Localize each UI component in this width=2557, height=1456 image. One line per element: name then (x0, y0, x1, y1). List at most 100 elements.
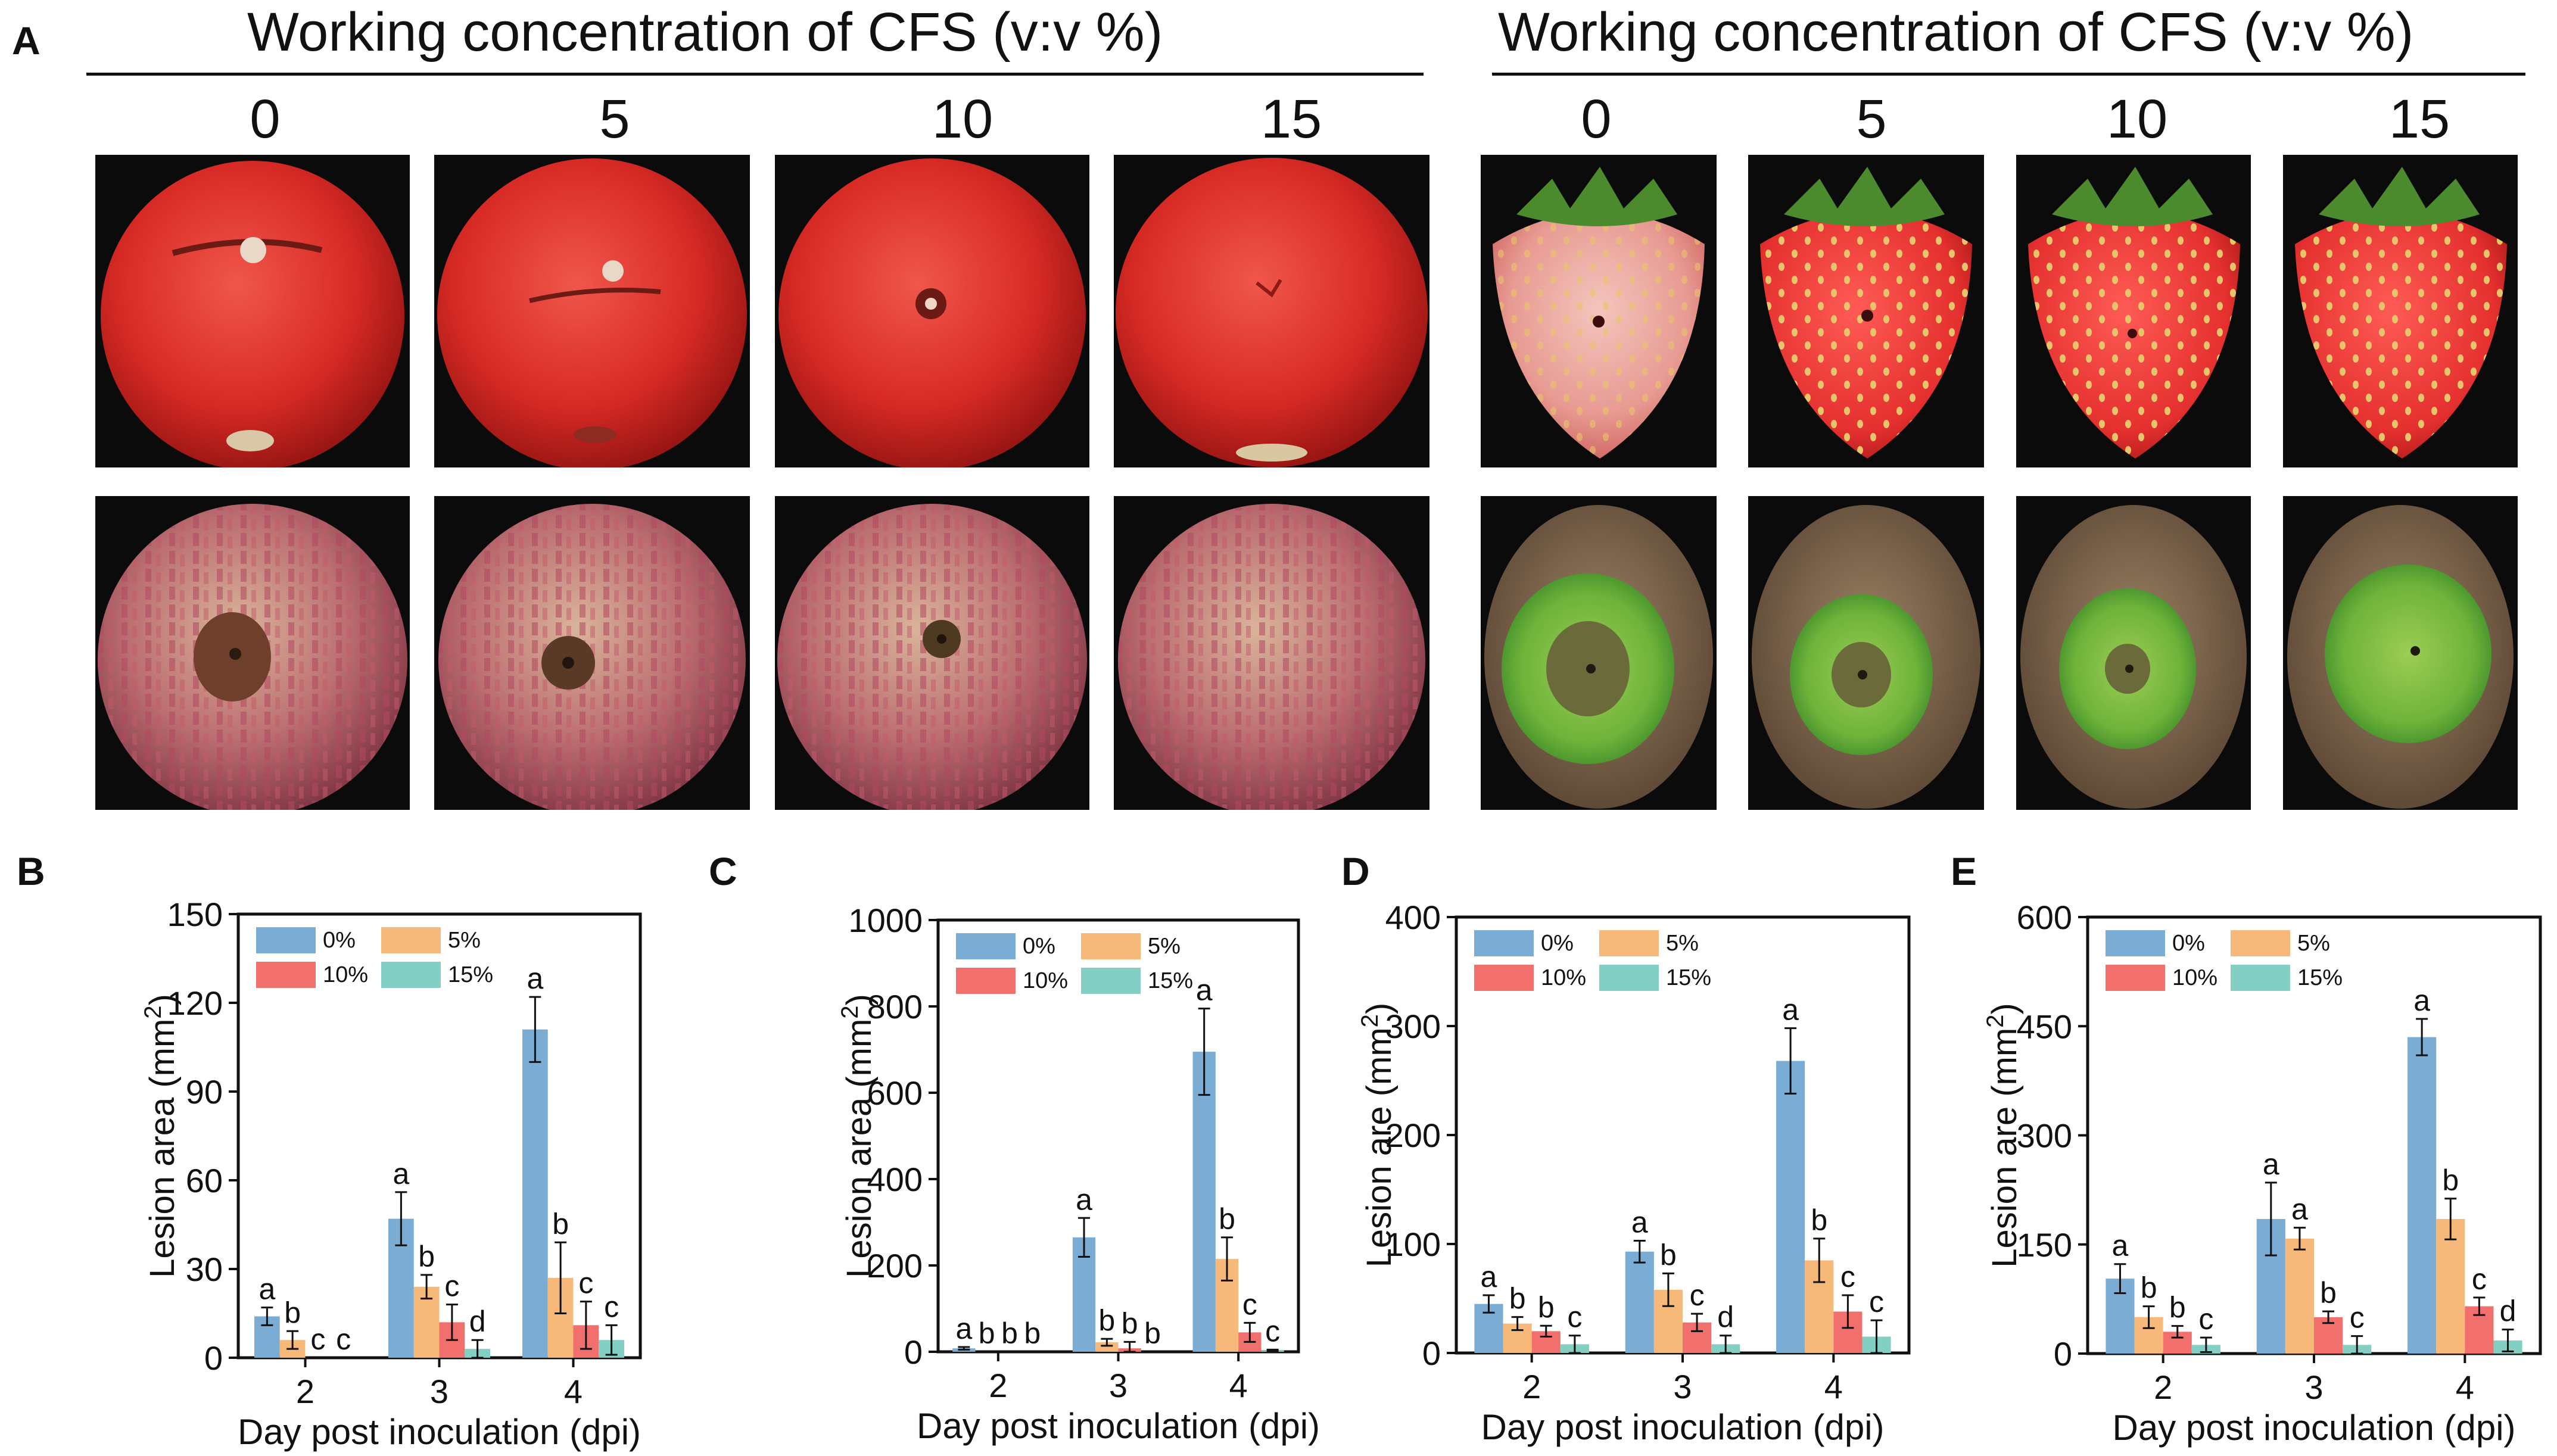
y-tick-label: 120 (167, 984, 223, 1022)
legend-swatch (1081, 968, 1141, 994)
legend-swatch (381, 962, 441, 988)
panel-letter-d: D (1341, 849, 1370, 893)
y-axis-label: Lesion are (mm2) (1982, 1003, 2024, 1268)
right-conc-label: 5 (1856, 89, 1887, 149)
significance-letter: a (1481, 1260, 1497, 1293)
significance-letter: d (1717, 1301, 1734, 1334)
legend-label: 5% (1666, 931, 1699, 956)
legend-label: 5% (2297, 931, 2330, 956)
significance-letter: b (1538, 1290, 1555, 1324)
legend-swatch (2231, 965, 2290, 991)
y-tick-label: 0 (1422, 1335, 1441, 1372)
y-axis-label: Lesion area (mm2) (837, 994, 879, 1278)
panel-letter-e: E (1951, 849, 1977, 893)
tomato-photo-5 (434, 155, 750, 467)
significance-letter: c (578, 1267, 593, 1300)
kiwi-photo-0 (1481, 496, 1717, 810)
y-tick-label: 90 (186, 1073, 223, 1111)
y-tick-label: 600 (867, 1074, 923, 1112)
right-conc-label: 0 (1581, 89, 1612, 149)
strawberry-photo-10 (2016, 155, 2251, 467)
significance-letter: a (1782, 993, 1799, 1027)
y-axis-label: Lesion are (mm2) (1357, 1003, 1399, 1268)
significance-letter: a (2291, 1193, 2308, 1226)
significance-letter: d (469, 1305, 486, 1338)
x-tick-label: 2 (989, 1367, 1007, 1404)
right-conc-label: 15 (2388, 89, 2450, 149)
legend-swatch (2231, 930, 2290, 956)
significance-letter: c (2198, 1302, 2213, 1336)
x-tick-label: 3 (1109, 1367, 1128, 1404)
x-tick-label: 3 (1673, 1368, 1692, 1405)
bar (1192, 1052, 1216, 1352)
legend-label: 10% (2172, 965, 2217, 990)
legend-swatch (1474, 965, 1534, 991)
x-tick-label: 4 (1229, 1367, 1248, 1404)
legend-swatch (1599, 965, 1659, 991)
significance-letter: a (2112, 1229, 2129, 1262)
panel-letter-a: A (12, 18, 41, 63)
significance-letter: b (2169, 1291, 2186, 1324)
y-tick-label: 150 (2017, 1226, 2072, 1264)
legend-swatch (1081, 933, 1141, 959)
significance-letter: a (955, 1312, 972, 1345)
significance-letter: a (2413, 984, 2430, 1017)
significance-letter: b (1509, 1282, 1526, 1315)
x-tick-label: 3 (2304, 1368, 2323, 1406)
significance-letter: c (336, 1323, 351, 1356)
significance-letter: b (1219, 1202, 1235, 1236)
significance-letter: c (1840, 1260, 1855, 1293)
y-tick-label: 30 (186, 1251, 223, 1288)
significance-letter: a (258, 1273, 275, 1306)
x-axis-label: Day post inoculation (dpi) (917, 1406, 1320, 1446)
significance-letter: c (444, 1270, 459, 1303)
legend-label: 5% (1148, 934, 1181, 959)
significance-letter: c (2472, 1262, 2487, 1296)
legend-label: 15% (448, 962, 493, 987)
legend-swatch (2106, 930, 2165, 956)
y-tick-label: 800 (867, 988, 923, 1025)
tomato-photo-10 (775, 155, 1089, 467)
apple-photo-0 (95, 496, 410, 810)
bar (1625, 1251, 1654, 1353)
y-tick-label: 0 (904, 1333, 923, 1371)
left-conc-label: 15 (1260, 89, 1322, 149)
right-concentration-title: Working concentration of CFS (v:v %) (1498, 2, 2414, 63)
apple-photo-10 (775, 496, 1089, 810)
y-tick-label: 0 (204, 1339, 223, 1377)
x-axis-label: Day post inoculation (dpi) (2112, 1408, 2515, 1448)
strawberry-photo-5 (1748, 155, 1984, 467)
legend-label: 15% (2297, 965, 2343, 990)
significance-letter: c (2350, 1301, 2365, 1335)
legend-swatch (1599, 930, 1659, 956)
significance-letter: b (2320, 1276, 2337, 1310)
legend-swatch (256, 962, 316, 988)
legend-label: 15% (1148, 968, 1193, 993)
x-tick-label: 4 (1824, 1368, 1843, 1405)
y-tick-label: 600 (2017, 899, 2072, 936)
significance-letter: a (527, 962, 543, 995)
significance-letter: c (1690, 1279, 1705, 1312)
y-tick-label: 400 (1385, 899, 1441, 936)
y-tick-label: 300 (1385, 1008, 1441, 1045)
significance-letter: a (393, 1157, 409, 1190)
legend-label: 10% (1023, 968, 1068, 993)
bar (1095, 1342, 1119, 1352)
strawberry-photo-15 (2283, 155, 2518, 467)
legend-label: 0% (1541, 931, 1574, 956)
significance-letter: c (310, 1323, 325, 1356)
x-tick-label: 2 (296, 1373, 314, 1410)
significance-letter: c (1567, 1301, 1582, 1334)
significance-letter: b (979, 1317, 995, 1350)
legend-swatch (256, 927, 316, 953)
legend-swatch (1474, 930, 1534, 956)
kiwi-photo-5 (1748, 496, 1984, 810)
x-axis-label: Day post inoculation (dpi) (238, 1412, 641, 1452)
y-axis-label: Lesion area (mm2) (140, 994, 182, 1278)
y-tick-label: 450 (2017, 1008, 2072, 1045)
bar (2436, 1218, 2465, 1354)
bar (522, 1029, 548, 1358)
